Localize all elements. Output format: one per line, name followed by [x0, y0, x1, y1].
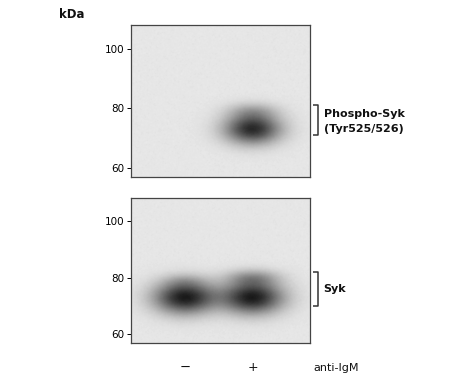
- Text: kDa: kDa: [59, 8, 84, 21]
- Text: anti-IgM: anti-IgM: [313, 363, 359, 373]
- Text: Syk: Syk: [324, 284, 346, 294]
- Text: −: −: [179, 361, 190, 374]
- Text: Phospho-Syk: Phospho-Syk: [324, 109, 404, 118]
- Text: +: +: [247, 361, 258, 374]
- Text: (Tyr525/526): (Tyr525/526): [324, 124, 403, 134]
